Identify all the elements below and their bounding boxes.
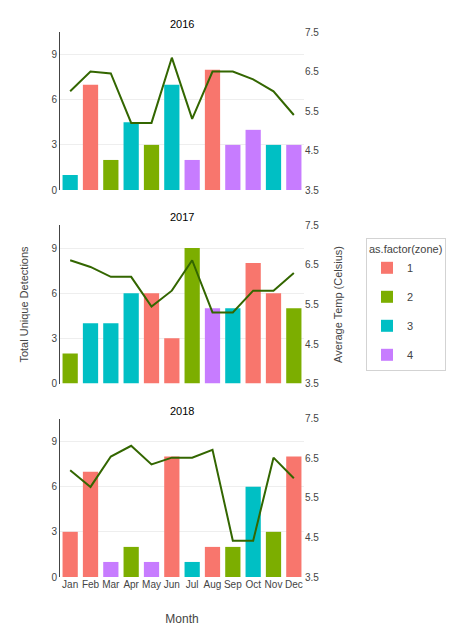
svg-text:Jan: Jan [62,579,78,590]
svg-text:3: 3 [51,526,57,537]
svg-text:Average Temp (Celsius): Average Temp (Celsius) [332,246,344,363]
svg-text:5.5: 5.5 [305,492,319,503]
svg-text:4.5: 4.5 [305,145,319,156]
svg-text:Jun: Jun [164,579,180,590]
svg-text:7.5: 7.5 [305,220,319,231]
svg-text:as.factor(zone): as.factor(zone) [369,243,442,255]
svg-text:Mar: Mar [102,579,120,590]
svg-text:9: 9 [51,49,57,60]
svg-text:0: 0 [51,572,57,583]
svg-text:Feb: Feb [82,579,100,590]
svg-text:3.5: 3.5 [305,572,319,583]
svg-text:7.5: 7.5 [305,413,319,424]
svg-text:Apr: Apr [123,579,139,590]
svg-text:0: 0 [51,185,57,196]
svg-text:Month: Month [165,612,198,626]
svg-text:4.5: 4.5 [305,339,319,350]
svg-text:Oct: Oct [245,579,261,590]
svg-text:6.5: 6.5 [305,259,319,270]
svg-text:Sep: Sep [224,579,242,590]
svg-text:6: 6 [51,481,57,492]
svg-text:1: 1 [407,262,413,274]
svg-text:3.5: 3.5 [305,185,319,196]
svg-text:3: 3 [51,139,57,150]
svg-text:2: 2 [407,291,413,303]
svg-text:Aug: Aug [204,579,222,590]
svg-text:7.5: 7.5 [305,27,319,38]
svg-text:4: 4 [407,349,413,361]
svg-text:3.5: 3.5 [305,378,319,389]
svg-text:6.5: 6.5 [305,66,319,77]
svg-text:6: 6 [51,94,57,105]
svg-text:May: May [142,579,161,590]
svg-text:5.5: 5.5 [305,299,319,310]
svg-text:2016: 2016 [170,18,194,30]
svg-text:6: 6 [51,288,57,299]
svg-text:2018: 2018 [170,405,194,417]
svg-text:2017: 2017 [170,211,194,223]
svg-text:Nov: Nov [265,579,283,590]
svg-text:4.5: 4.5 [305,532,319,543]
svg-text:Dec: Dec [285,579,303,590]
svg-text:5.5: 5.5 [305,106,319,117]
svg-text:3: 3 [51,333,57,344]
svg-text:9: 9 [51,243,57,254]
svg-text:6.5: 6.5 [305,453,319,464]
svg-text:Jul: Jul [186,579,199,590]
svg-text:9: 9 [51,436,57,447]
svg-text:Total Unique Detections: Total Unique Detections [18,246,30,363]
svg-text:0: 0 [51,378,57,389]
svg-text:3: 3 [407,320,413,332]
